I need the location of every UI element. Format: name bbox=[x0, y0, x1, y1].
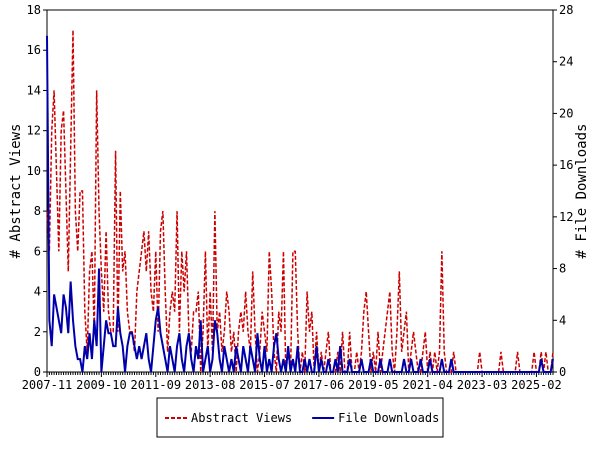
y2-tick-label: 8 bbox=[559, 262, 566, 276]
y2-axis-title: # File Downloads bbox=[574, 124, 590, 259]
x-tick-label: 2019-05 bbox=[348, 378, 399, 392]
y2-tick-label: 28 bbox=[559, 3, 573, 17]
y-tick-label: 18 bbox=[27, 3, 41, 17]
y2-tick-label: 4 bbox=[559, 313, 566, 327]
y-axis-title: # Abstract Views bbox=[8, 124, 24, 259]
x-tick-label: 2015-07 bbox=[239, 378, 290, 392]
plot-frame bbox=[46, 9, 554, 373]
y2-tick-label: 0 bbox=[559, 365, 566, 379]
x-tick-label: 2023-03 bbox=[457, 378, 508, 392]
legend-box bbox=[156, 397, 444, 438]
data-line bbox=[46, 30, 554, 373]
x-tick-label: 2013-08 bbox=[185, 378, 236, 392]
y-tick-label: 8 bbox=[34, 204, 41, 218]
y-tick-label: 10 bbox=[27, 164, 41, 178]
data-line bbox=[46, 35, 554, 373]
x-tick-label: 2011-09 bbox=[130, 378, 181, 392]
y2-tick-label: 20 bbox=[559, 106, 573, 120]
y-tick-label: 12 bbox=[27, 124, 41, 138]
legend-label: Abstract Views bbox=[191, 411, 292, 425]
y-tick-label: 14 bbox=[27, 83, 41, 97]
x-tick-label: 2007-11 bbox=[22, 378, 73, 392]
y-tick-label: 6 bbox=[34, 244, 41, 258]
x-tick-label: 2017-06 bbox=[294, 378, 345, 392]
y-tick-label: 0 bbox=[34, 365, 41, 379]
y2-tick-label: 12 bbox=[559, 210, 573, 224]
y-tick-label: 4 bbox=[34, 285, 41, 299]
x-tick-label: 2025-02 bbox=[511, 378, 562, 392]
x-tick-label: 2009-10 bbox=[76, 378, 127, 392]
y-tick-label: 2 bbox=[34, 325, 41, 339]
legend-label: File Downloads bbox=[338, 411, 439, 425]
y2-tick-label: 16 bbox=[559, 158, 573, 172]
y2-tick-label: 24 bbox=[559, 55, 573, 69]
y-tick-label: 16 bbox=[27, 43, 41, 57]
x-tick-label: 2021-04 bbox=[402, 378, 453, 392]
